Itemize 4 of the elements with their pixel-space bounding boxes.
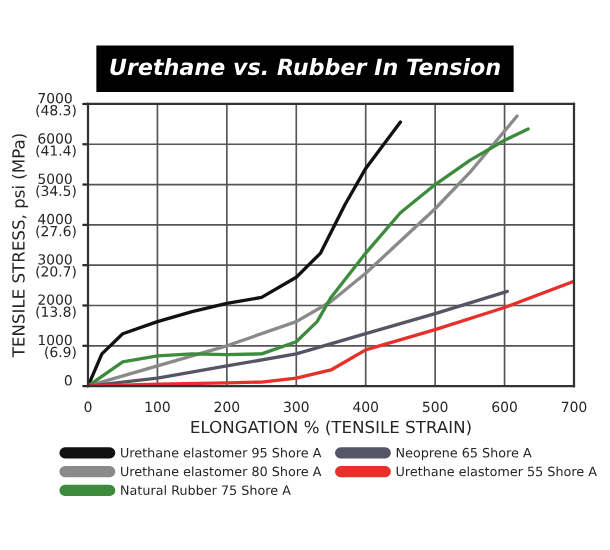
y-axis-title: TENSILE STRESS, psi (MPa) <box>11 134 28 358</box>
x-axis-title: ELONGATION % (TENSILE STRAIN) <box>191 420 471 436</box>
line-series <box>88 120 403 387</box>
chart-title: Urethane vs. Rubber In Tension <box>110 58 500 76</box>
